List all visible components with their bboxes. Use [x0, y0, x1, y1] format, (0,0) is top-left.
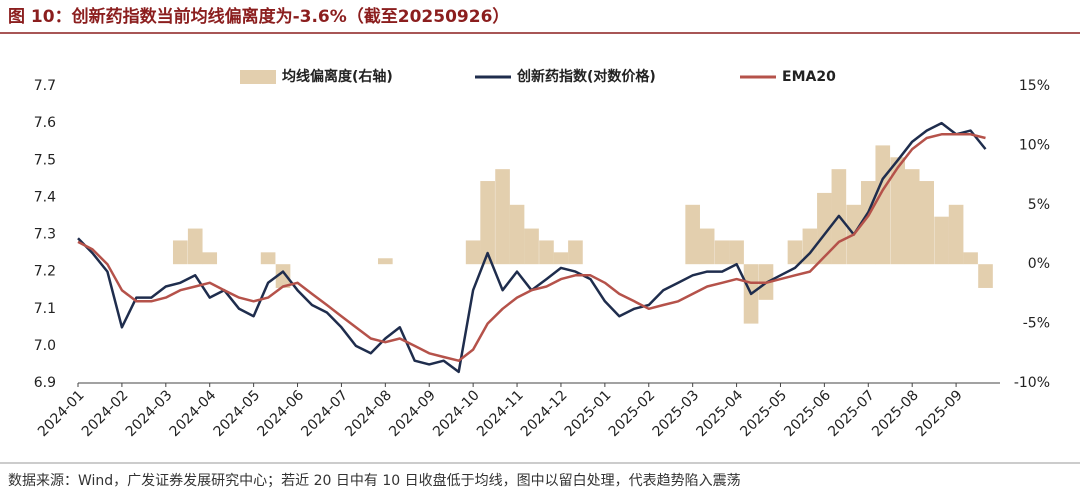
y-tick-label: 7.7 — [34, 78, 56, 94]
y-tick-label: 7.0 — [34, 338, 56, 354]
deviation-bar — [978, 264, 993, 288]
y-tick-label: 7.1 — [34, 301, 56, 317]
y2-tick-label: 5% — [1028, 197, 1050, 213]
deviation-bar — [904, 169, 920, 265]
x-tick-label: 2024-01 — [35, 387, 88, 440]
x-tick-label: 2025-09 — [913, 387, 966, 440]
x-tick-label: 2024-08 — [342, 387, 395, 440]
deviation-bar — [539, 240, 554, 265]
x-tick-label: 2024-04 — [167, 387, 220, 440]
deviation-bar — [817, 192, 832, 265]
deviation-bar — [568, 240, 583, 265]
deviation-bar — [465, 240, 481, 265]
deviation-bar — [963, 252, 978, 265]
x-tick-label: 2025-06 — [781, 387, 834, 440]
source: 数据来源：Wind，广发证券发展研究中心；若近 20 日中有 10 日收盘低于均… — [8, 472, 741, 489]
deviation-bar — [714, 240, 730, 265]
y2-tick-label: 10% — [1019, 137, 1050, 153]
deviation-bar — [948, 204, 964, 265]
deviation-bar — [480, 181, 495, 265]
x-tick-label: 2024-06 — [255, 387, 308, 440]
deviation-bar — [202, 252, 218, 265]
legend-swatch — [240, 70, 276, 84]
y-tick-label: 7.5 — [34, 152, 56, 168]
deviation-bar — [890, 157, 906, 265]
deviation-bar — [699, 228, 715, 265]
x-tick-label: 2025-02 — [606, 387, 659, 440]
deviation-bar — [524, 228, 539, 265]
y-tick-label: 6.9 — [34, 375, 56, 391]
legend-label: EMA20 — [782, 69, 836, 85]
deviation-bar — [378, 258, 393, 265]
deviation-bar — [685, 204, 700, 265]
x-tick-label: 2024-02 — [79, 387, 132, 440]
deviation-bar — [553, 252, 569, 265]
x-tick-label: 2025-03 — [650, 387, 703, 440]
deviation-bar — [187, 228, 203, 265]
x-tick-label: 2024-12 — [518, 387, 571, 440]
deviation-bar — [509, 204, 525, 265]
legend-label: 均线偏离度(右轴) — [282, 68, 393, 85]
y-tick-label: 7.3 — [34, 227, 56, 243]
x-tick-label: 2025-05 — [737, 387, 790, 440]
x-tick-label: 2024-11 — [474, 387, 527, 440]
deviation-bar — [934, 216, 949, 265]
series-line — [77, 133, 986, 362]
legend-label: 创新药指数(对数价格) — [516, 68, 656, 85]
x-tick-label: 2025-01 — [562, 387, 615, 440]
deviation-bar — [787, 240, 803, 265]
y2-tick-label: -5% — [1023, 316, 1050, 332]
y2-tick-label: 15% — [1019, 78, 1050, 94]
deviation-bar — [260, 252, 276, 265]
deviation-bar — [729, 240, 744, 265]
y2-tick-label: 0% — [1028, 256, 1050, 272]
x-tick-label: 2024-09 — [386, 387, 439, 440]
x-tick-label: 2024-03 — [123, 387, 176, 440]
deviation-bar — [875, 145, 891, 265]
chart-title: 图 10：创新药指数当前均线偏离度为-3.6%（截至20250926） — [8, 6, 509, 27]
deviation-bar — [172, 240, 188, 265]
x-tick-label: 2025-08 — [869, 387, 922, 440]
y-tick-label: 7.2 — [34, 264, 56, 280]
deviation-bar — [919, 181, 934, 265]
y-tick-label: 7.4 — [34, 189, 56, 205]
x-tick-label: 2025-07 — [825, 387, 878, 440]
deviation-bar — [495, 169, 510, 265]
y-tick-label: 7.6 — [34, 115, 56, 131]
x-tick-label: 2024-10 — [430, 387, 483, 440]
y2-tick-label: -10% — [1014, 375, 1050, 391]
x-tick-label: 2024-07 — [298, 387, 351, 440]
deviation-bar — [275, 264, 291, 288]
x-tick-label: 2025-04 — [694, 387, 747, 440]
x-tick-label: 2024-05 — [211, 387, 264, 440]
